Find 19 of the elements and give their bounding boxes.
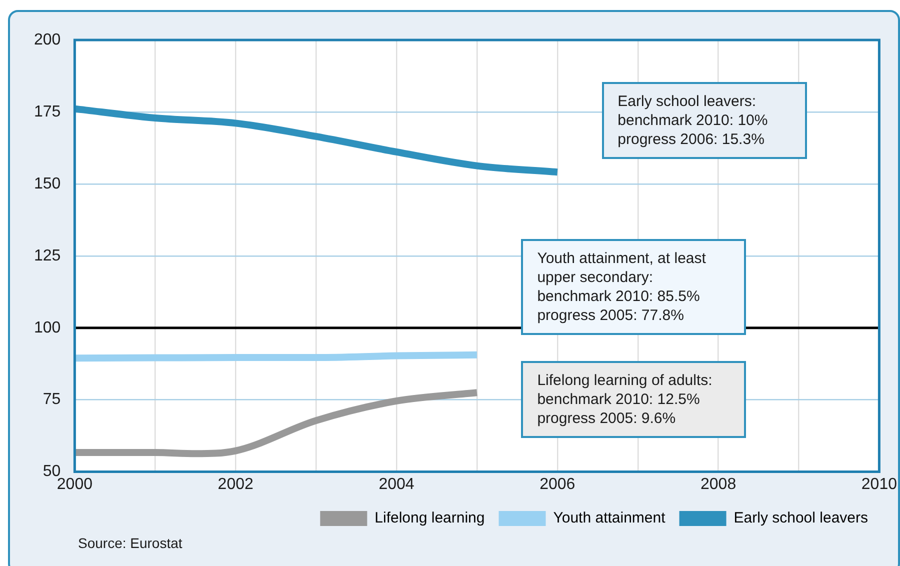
x-tick-label: 2008 bbox=[700, 476, 736, 493]
callout-box: Lifelong learning of adults: benchmark 2010: 12.5% progress 2005: 9.6% bbox=[521, 360, 746, 438]
callout-box: Youth attainment, at least upper secondary: benchmark 2010: 85.5% progress 2005: 77.8% bbox=[521, 238, 746, 335]
source-note: Source: Eurostat bbox=[78, 534, 182, 551]
callout-box: Early school leavers: benchmark 2010: 10% progress 2006: 15.3% bbox=[602, 82, 807, 159]
x-tick-label: 2010 bbox=[861, 476, 898, 493]
legend-label: Early school leavers bbox=[734, 510, 868, 527]
x-tick-label: 2002 bbox=[218, 476, 254, 493]
y-tick-label: 100 bbox=[34, 319, 61, 336]
y-tick-label: 175 bbox=[34, 103, 61, 120]
legend-label: Youth attainment bbox=[553, 510, 666, 527]
y-tick-label: 75 bbox=[42, 391, 61, 408]
y-tick-label: 200 bbox=[34, 31, 61, 48]
legend-label: Lifelong learning bbox=[374, 510, 485, 527]
x-tick-label: 2000 bbox=[56, 476, 93, 493]
x-tick-label: 2004 bbox=[378, 476, 414, 493]
x-tick-label: 2006 bbox=[540, 476, 576, 493]
y-tick-label: 125 bbox=[34, 247, 61, 264]
y-tick-label: 150 bbox=[34, 175, 61, 192]
